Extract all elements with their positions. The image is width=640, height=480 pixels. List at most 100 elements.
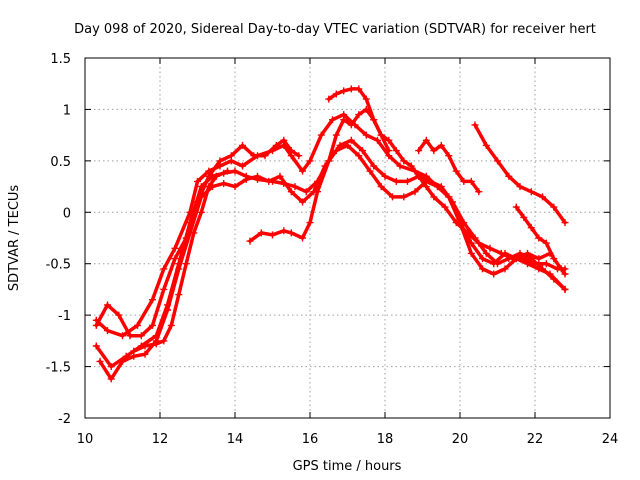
data-point (280, 136, 288, 144)
data-point (141, 342, 149, 350)
data-point (250, 152, 258, 160)
data-point (505, 172, 513, 180)
axis-ticks: 10 12 14 16 18 20 22 24 -2 -1.5 -1 -0.5 0 0.5 1 1.5 (46, 52, 619, 447)
data-point (152, 340, 160, 348)
data-point (134, 321, 141, 329)
data-point (539, 265, 546, 273)
data-point (557, 265, 565, 273)
data-point (287, 188, 295, 196)
data-point (332, 147, 340, 155)
data-point (104, 301, 111, 309)
data-point (107, 363, 115, 371)
series-points-sat-c (96, 141, 554, 383)
x-tick-label: 18 (377, 432, 394, 447)
data-point (377, 183, 385, 191)
data-point (479, 255, 486, 263)
data-series (92, 85, 569, 383)
data-point (494, 157, 501, 165)
data-point (216, 157, 224, 165)
data-point (479, 265, 486, 273)
data-point (445, 193, 453, 201)
data-point (561, 219, 569, 227)
data-point (404, 177, 411, 185)
y-tick-label: -0.5 (46, 258, 71, 273)
y-tick-label: 1 (63, 103, 71, 118)
data-point (239, 162, 246, 170)
data-point (490, 270, 498, 278)
data-point (422, 183, 430, 191)
data-point (149, 296, 156, 304)
data-point (482, 249, 490, 257)
data-point (190, 229, 198, 237)
data-point (302, 188, 310, 196)
data-point (137, 332, 145, 340)
data-point (314, 188, 321, 196)
data-point (167, 321, 175, 329)
y-tick-label: 0.5 (50, 155, 71, 170)
data-point (287, 229, 295, 237)
data-point (464, 229, 471, 237)
data-point (550, 255, 558, 263)
data-point (452, 219, 460, 227)
data-point (550, 275, 558, 283)
data-point (104, 327, 111, 335)
series-line-sat-i (514, 205, 567, 276)
data-point (509, 255, 516, 263)
data-point (460, 177, 468, 185)
y-tick-label: 1.5 (50, 52, 71, 67)
series-line-sat-e (94, 138, 301, 338)
data-point (239, 141, 246, 149)
data-point (441, 203, 449, 211)
data-point (347, 136, 355, 144)
data-point (299, 198, 306, 206)
grid (85, 58, 610, 418)
data-point (415, 147, 423, 155)
x-tick-label: 12 (152, 432, 169, 447)
y-axis-label: SDTVAR / TECUs (7, 185, 22, 292)
data-point (452, 167, 460, 175)
data-point (299, 167, 306, 175)
series-points-sat-e (92, 136, 303, 340)
data-point (299, 234, 306, 242)
data-point (257, 229, 265, 237)
y-tick-label: -1.5 (46, 361, 71, 376)
data-point (317, 131, 325, 139)
x-tick-label: 22 (527, 432, 544, 447)
data-point (355, 111, 363, 119)
data-point (344, 141, 351, 149)
data-point (92, 342, 100, 350)
data-point (332, 131, 340, 139)
data-point (415, 172, 423, 180)
data-point (194, 198, 201, 206)
data-point (539, 193, 546, 201)
data-point (261, 152, 269, 160)
series-points-sat-h (471, 121, 569, 227)
data-point (535, 234, 543, 242)
data-point (542, 260, 550, 268)
data-point (486, 244, 494, 252)
data-point (325, 95, 333, 103)
chart-title: Day 098 of 2020, Sidereal Day-to-day VTE… (74, 22, 596, 37)
data-point (130, 347, 138, 355)
data-point (149, 321, 156, 329)
series-line-sat-g (416, 138, 481, 194)
data-point (359, 147, 366, 155)
data-point (494, 260, 501, 268)
data-point (411, 188, 419, 196)
series-points-sat-j (130, 167, 231, 355)
data-point (400, 157, 408, 165)
data-point (561, 270, 569, 278)
data-point (171, 244, 179, 252)
data-point (381, 172, 389, 180)
data-point (524, 249, 531, 257)
data-point (340, 87, 348, 95)
data-point (182, 234, 190, 242)
data-point (497, 249, 505, 257)
data-point (227, 152, 235, 160)
data-point (527, 224, 535, 232)
data-point (160, 337, 168, 345)
data-point (347, 85, 355, 93)
data-point (355, 85, 363, 93)
data-point (374, 136, 381, 144)
data-point (231, 167, 239, 175)
